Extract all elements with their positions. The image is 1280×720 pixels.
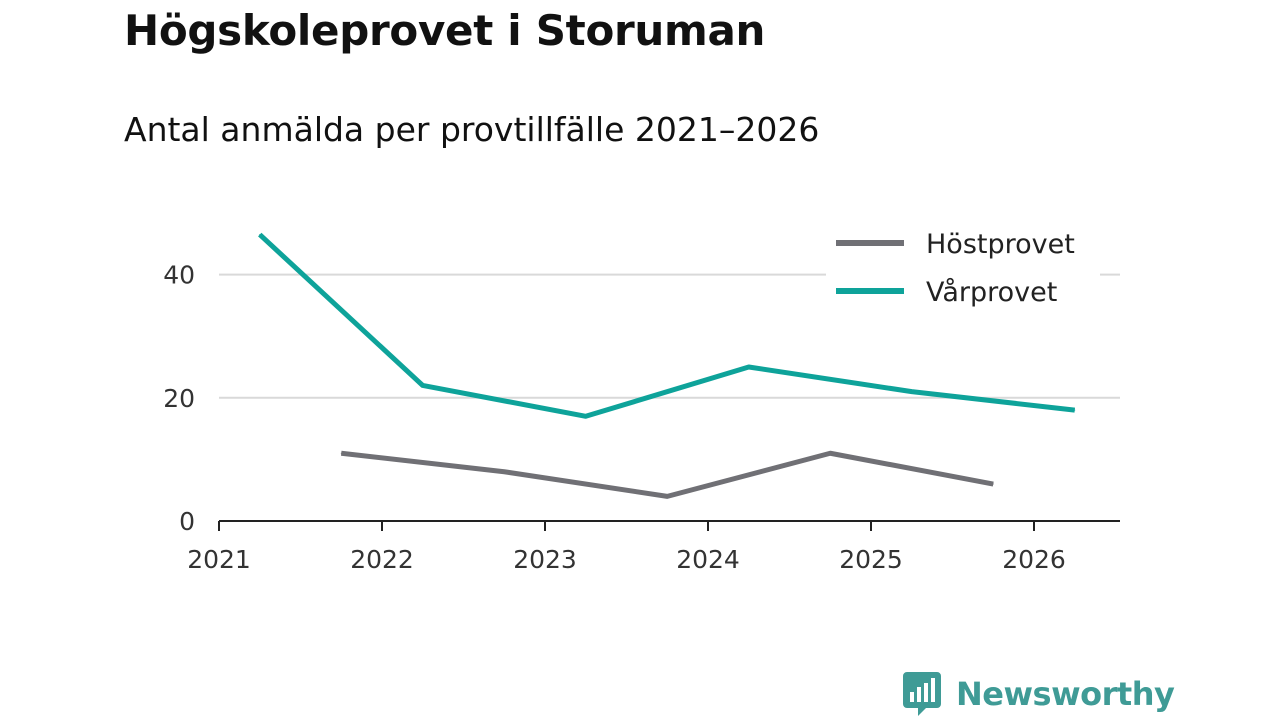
- data-point-hostprovet-2: [666, 495, 668, 497]
- x-tick-label-2022: 2022: [350, 545, 414, 574]
- data-point-hostprovet-3: [829, 452, 831, 454]
- series-lines: [258, 232, 1076, 499]
- data-point-varprovet-4: [911, 391, 913, 393]
- x-axis: [218, 520, 1120, 531]
- newsworthy-logo: Newsworthy: [902, 670, 1175, 718]
- chart-title: Högskoleprovet i Storuman: [124, 6, 766, 55]
- legend-label-hostprovet: Höstprovet: [926, 229, 1075, 260]
- series-line-hostprovet: [340, 450, 994, 499]
- data-point-varprovet-1: [422, 384, 424, 386]
- y-tick-label-20: 20: [163, 384, 195, 413]
- legend-label-varprovet: Vårprovet: [926, 277, 1057, 308]
- brand-name: Newsworthy: [956, 675, 1175, 713]
- x-tick-label-2024: 2024: [676, 545, 740, 574]
- chart-subtitle: Antal anmälda per provtillfälle 2021–202…: [124, 110, 820, 149]
- x-axis-labels: 2021 2022 2023 2024 2025 2026: [187, 545, 1066, 574]
- y-tick-label-40: 40: [163, 261, 195, 290]
- y-axis-labels: 0 20 40: [163, 261, 195, 536]
- data-point-varprovet-2: [585, 415, 587, 417]
- data-point-hostprovet-4: [992, 483, 994, 485]
- legend-background: [826, 222, 1100, 314]
- x-tick-label-2026: 2026: [1002, 545, 1066, 574]
- series-line-varprovet: [258, 232, 1076, 419]
- data-point-hostprovet-0: [340, 452, 342, 454]
- x-tick-label-2021: 2021: [187, 545, 251, 574]
- x-tick-label-2025: 2025: [839, 545, 903, 574]
- newsworthy-chart-bubble-icon: [903, 672, 941, 716]
- data-point-varprovet-3: [748, 366, 750, 368]
- data-point-varprovet-5: [1074, 409, 1076, 411]
- y-tick-label-0: 0: [179, 507, 195, 536]
- x-tick-label-2023: 2023: [513, 545, 577, 574]
- legend: Höstprovet Vårprovet: [826, 222, 1100, 314]
- data-point-hostprovet-1: [503, 471, 505, 473]
- data-point-varprovet-0: [259, 234, 261, 236]
